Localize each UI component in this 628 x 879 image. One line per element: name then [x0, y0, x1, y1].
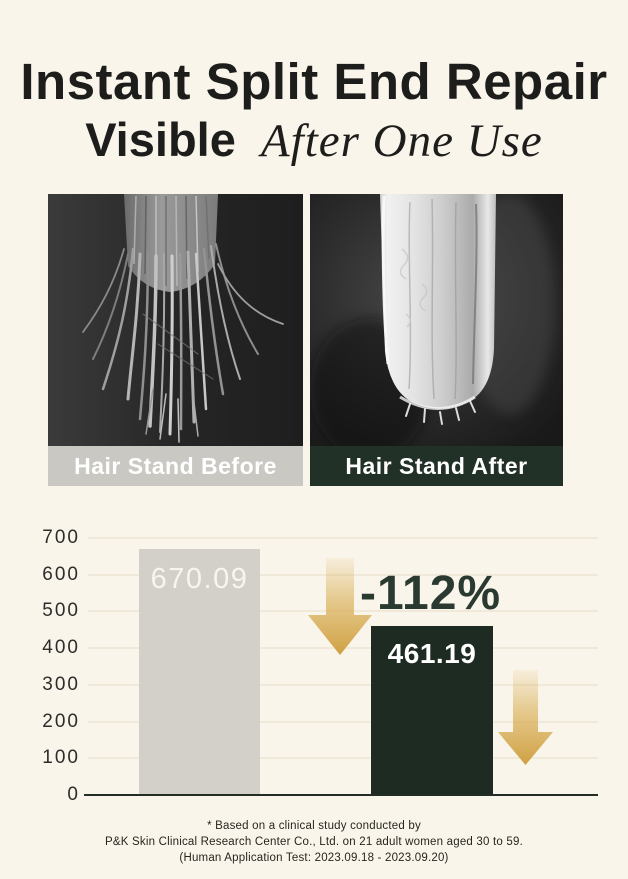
- before-panel: Hair Stand Before: [48, 194, 303, 486]
- down-arrow-icon: [308, 558, 372, 655]
- before-label: Hair Stand Before: [74, 452, 277, 479]
- y-axis-ticks: 700 600 500 400 300 200 100 0: [0, 528, 80, 805]
- footnote-line-3: (Human Application Test: 2023.09.18 - 20…: [179, 852, 449, 864]
- bar-after-value: 461.19: [387, 637, 477, 669]
- y-tick-label: 300: [42, 673, 80, 695]
- after-panel: Hair Stand After: [310, 194, 563, 486]
- y-tick-label: 0: [67, 784, 80, 805]
- gridline: [88, 720, 598, 723]
- y-tick-label: 200: [42, 710, 80, 732]
- sem-image-after: [310, 194, 563, 446]
- page-title: Instant Split End Repair: [20, 53, 608, 110]
- sem-image-before: [48, 194, 303, 446]
- subtitle-bold-text: Visible: [85, 113, 236, 167]
- bar-chart: 700 600 500 400 300 200 100 0 670.09 461.19 -11…: [0, 515, 628, 825]
- bar-after: 461.19: [371, 625, 493, 795]
- footnote-line-2: P&K Skin Clinical Research Center Co., L…: [105, 836, 523, 848]
- gridline: [88, 757, 598, 760]
- bar-before-value: 670.09: [150, 562, 249, 595]
- percent-change-label: -112%: [360, 567, 502, 620]
- footnote: * Based on a clinical study conducted by…: [0, 818, 628, 866]
- before-label-band: Hair Stand Before: [48, 446, 303, 486]
- after-label-band: Hair Stand After: [310, 446, 563, 486]
- gridline: [88, 537, 598, 539]
- y-tick-label: 500: [42, 600, 80, 622]
- after-label: Hair Stand After: [345, 452, 528, 479]
- gridline: [88, 683, 598, 686]
- x-axis-line: [84, 794, 598, 796]
- y-tick-label: 400: [42, 637, 80, 659]
- down-arrow-icon: [498, 670, 553, 765]
- y-tick-label: 700: [42, 527, 80, 548]
- footnote-line-1: * Based on a clinical study conducted by: [207, 820, 421, 832]
- header: Instant Split End Repair Visible After O…: [0, 53, 628, 168]
- page-subtitle: Visible After One Use: [0, 114, 628, 168]
- y-tick-label: 100: [42, 747, 80, 769]
- subtitle-italic-text: After One Use: [260, 115, 543, 168]
- y-tick-label: 600: [42, 563, 80, 585]
- bar-before: 670.09: [139, 548, 260, 795]
